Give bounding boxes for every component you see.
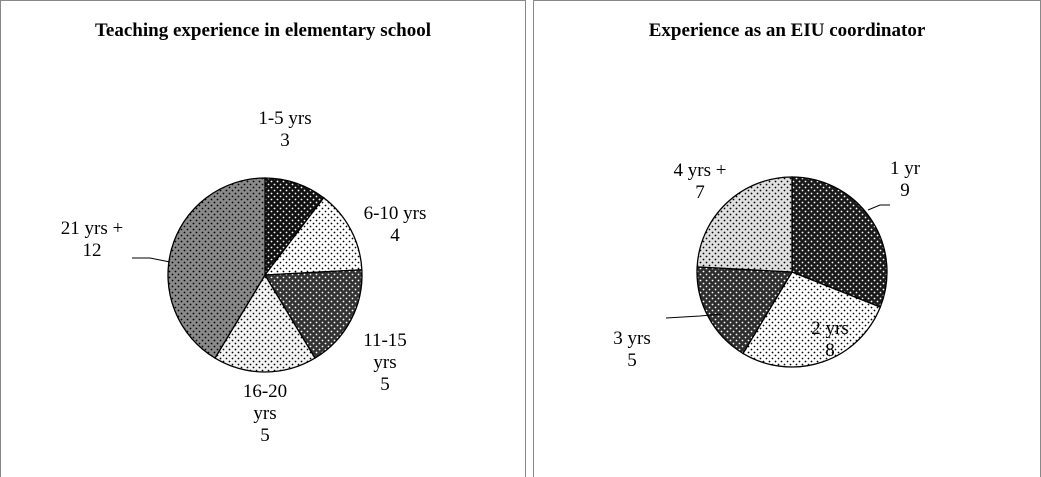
leader-line xyxy=(665,313,723,319)
data-label: 2 yrs 8 xyxy=(800,318,860,362)
pie-slice xyxy=(263,269,363,360)
value-label: 5 xyxy=(627,350,637,371)
value-label: 8 xyxy=(825,340,835,361)
value-label: 5 xyxy=(260,425,270,446)
category-label: 21 yrs + xyxy=(60,218,124,239)
chart-title: Experience as an EIU coordinator xyxy=(648,20,926,41)
data-label: 1-5 yrs 3 xyxy=(240,108,330,152)
pie-slice xyxy=(167,177,266,360)
pie-slice xyxy=(791,176,888,309)
chart-title: Teaching experience in elementary school xyxy=(95,20,431,41)
pie-slice xyxy=(263,196,363,276)
value-label: 9 xyxy=(900,180,910,201)
data-label: 4 yrs +7 xyxy=(660,160,740,204)
value-label: 12 xyxy=(82,240,102,261)
pie-slice xyxy=(696,176,793,273)
data-label: 16-20 yrs 5 xyxy=(240,381,290,447)
pie-slice xyxy=(214,273,316,373)
category-label: 3 yrs xyxy=(613,328,651,349)
data-label: 6-10 yrs 4 xyxy=(350,203,440,247)
value-label: 5 xyxy=(380,374,390,395)
pie-slice xyxy=(742,271,882,368)
data-label: 11-15 yrs 5 xyxy=(360,330,410,396)
panel xyxy=(0,0,526,477)
data-label: 3 yrs 5 xyxy=(602,328,662,372)
category-label: 11-15 yrs xyxy=(363,330,407,373)
category-label: 1-5 yrs xyxy=(258,108,312,129)
leader-line xyxy=(867,204,890,211)
data-label: 21 yrs +12 xyxy=(42,218,142,262)
pie-slice xyxy=(696,266,794,355)
value-label: 7 xyxy=(695,182,705,203)
leader-line xyxy=(132,257,171,263)
category-label: 1 yr xyxy=(889,158,921,179)
category-label: 2 yrs xyxy=(811,318,849,339)
category-label: 4 yrs + xyxy=(673,160,727,181)
category-label: 16-20 yrs xyxy=(242,381,288,424)
category-label: 6-10 yrs xyxy=(363,203,427,224)
data-label: 1 yr 9 xyxy=(875,158,935,202)
value-label: 3 xyxy=(280,130,290,151)
value-label: 4 xyxy=(390,225,400,246)
